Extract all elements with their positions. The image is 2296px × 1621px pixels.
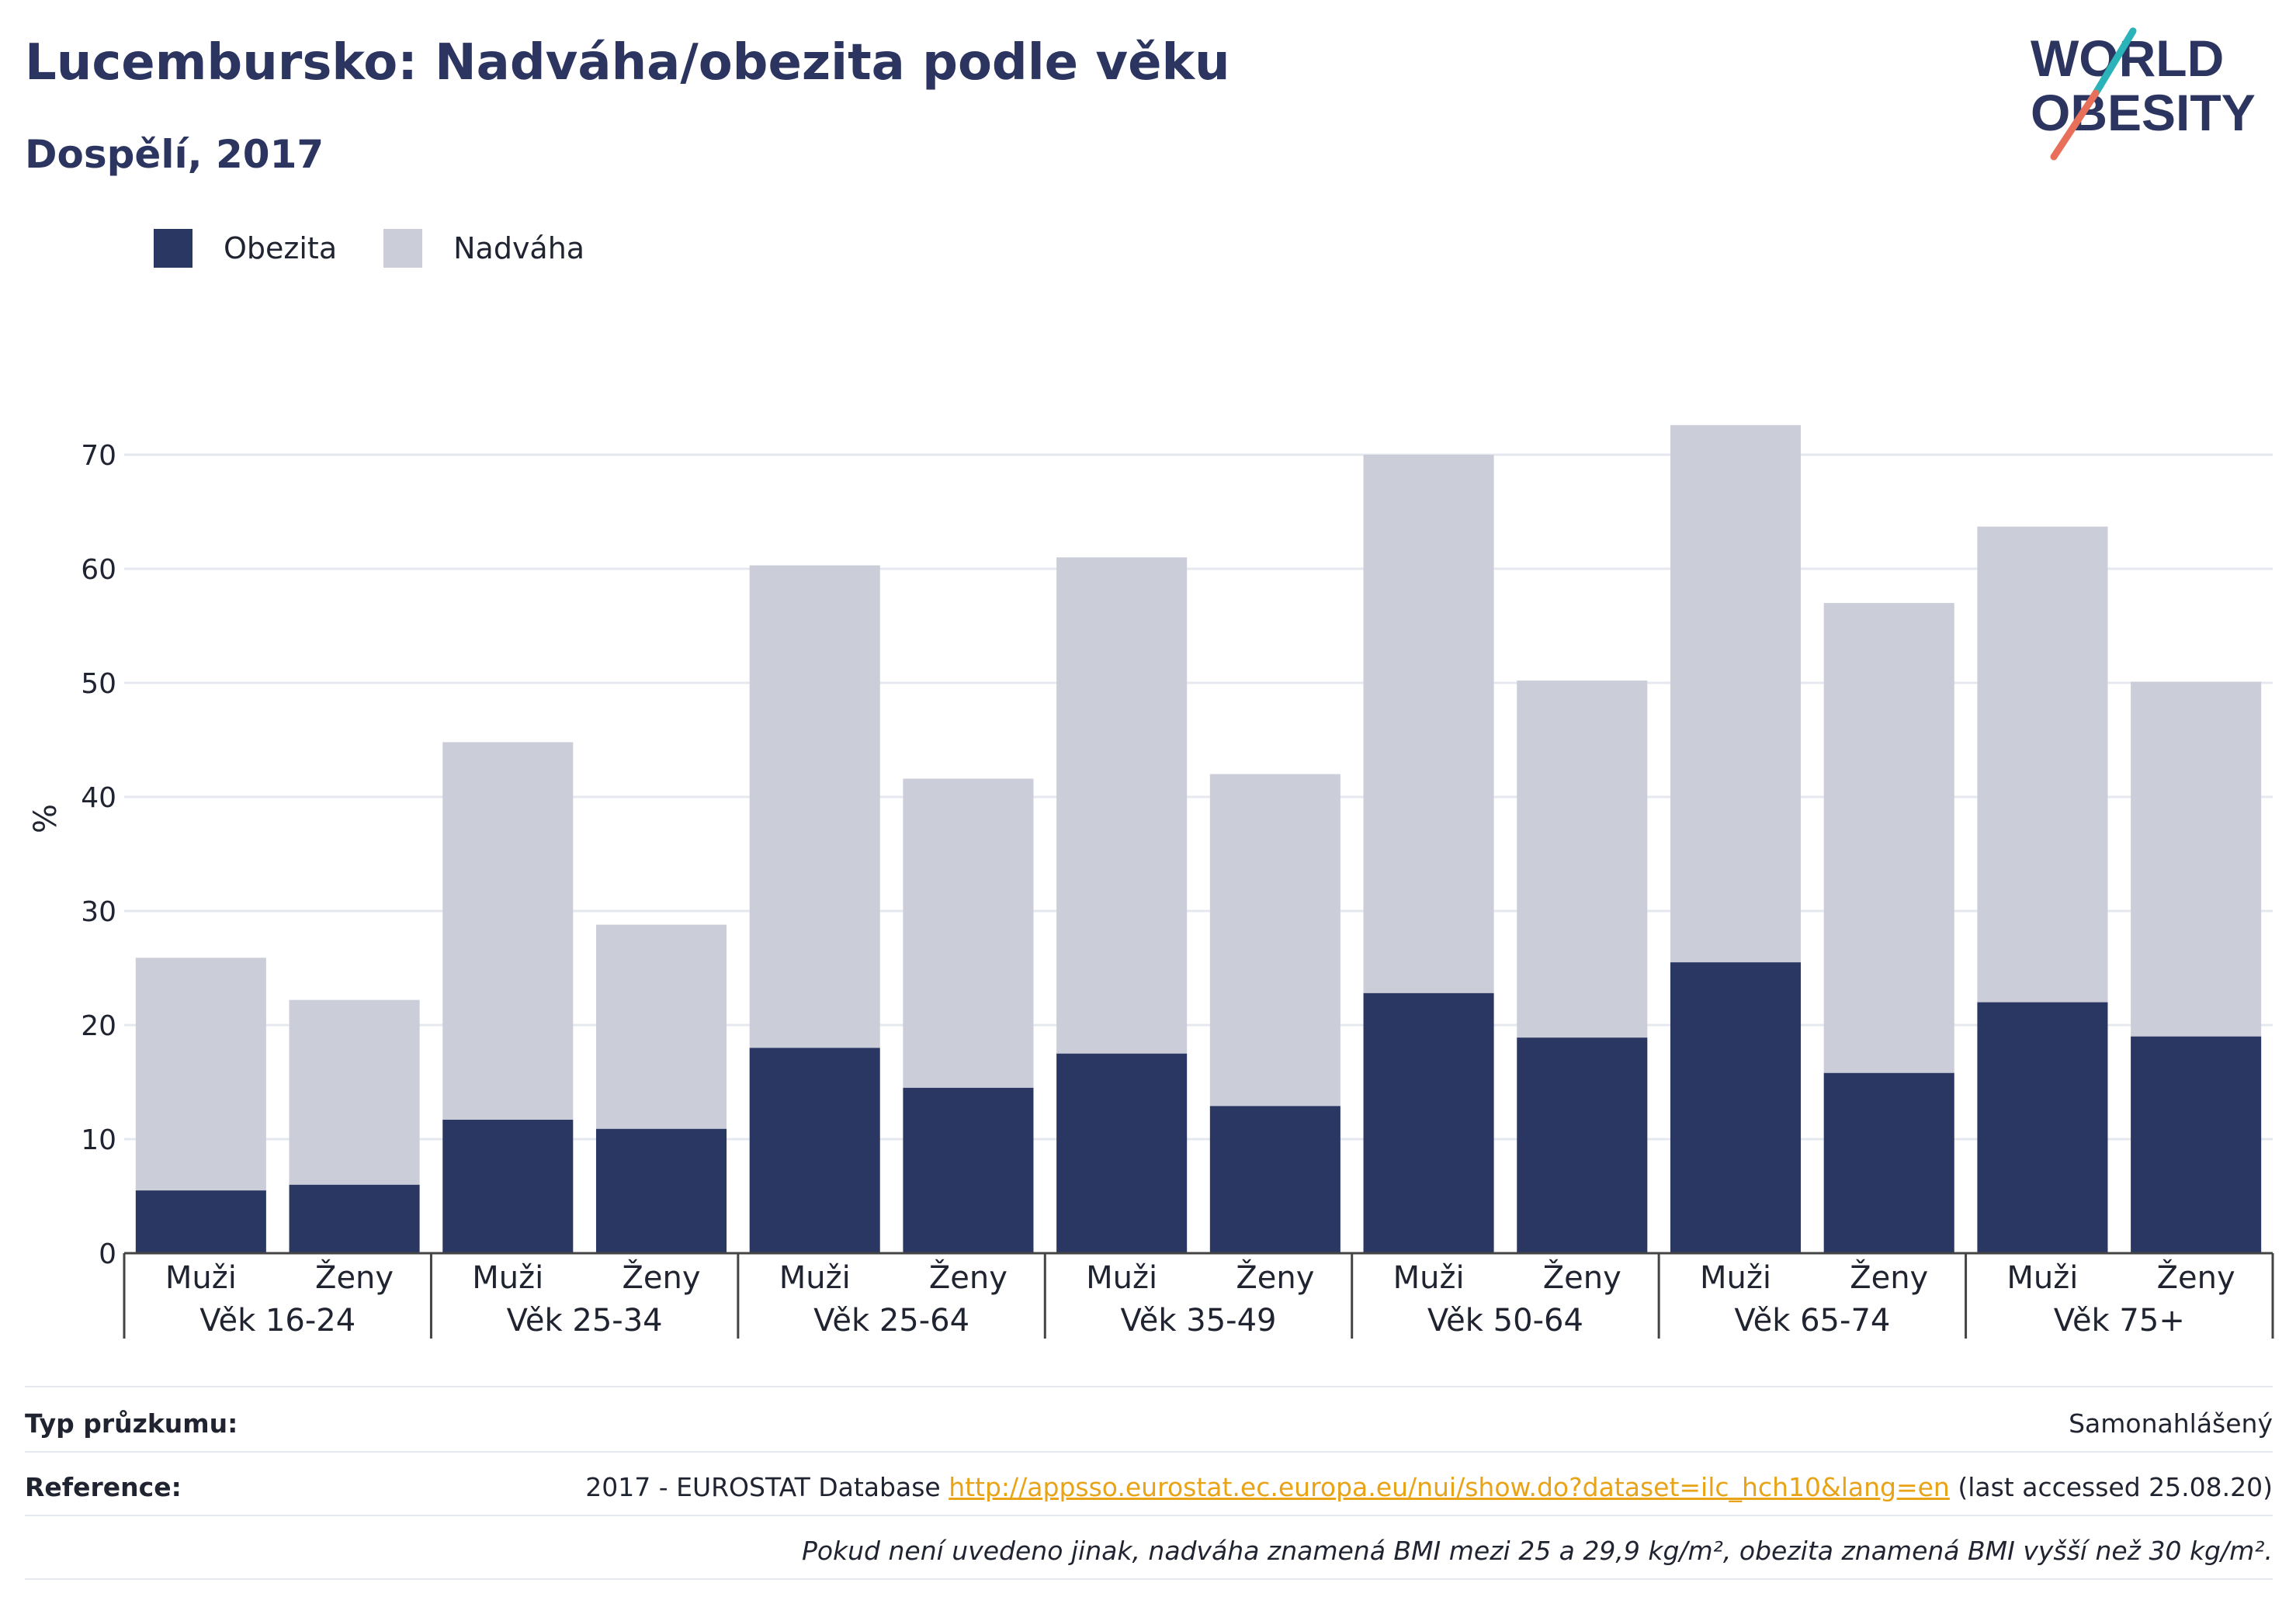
bar-obesity [1056,1053,1188,1253]
x-group-label: Věk 35-49 [1121,1303,1277,1339]
x-group-label: Věk 65-74 [1734,1303,1890,1339]
y-tick-label: 40 [81,782,116,814]
x-tick-label-sex: Ženy [622,1259,700,1296]
bar-obesity [442,1120,574,1253]
bar-overweight [135,958,266,1191]
bar-overweight [1670,424,1802,963]
x-tick-label-sex: Ženy [1236,1259,1314,1296]
x-tick-label-sex: Muži [1700,1260,1771,1296]
x-group-label: Věk 25-34 [507,1303,663,1339]
y-tick-label: 60 [81,554,116,586]
footer-divider-top [25,1386,2273,1387]
bar-obesity [903,1087,1034,1253]
legend-label-overweight: Nadváha [453,231,585,265]
bar-overweight [289,999,420,1185]
x-group-label: Věk 25-64 [813,1303,969,1339]
x-group-label: Věk 75+ [2054,1303,2185,1339]
bar-overweight [1977,526,2108,1003]
legend-swatch-overweight [383,229,423,268]
x-group-label: Věk 50-64 [1427,1303,1583,1339]
bar-overweight [1517,681,1648,1038]
reference-value: 2017 - EUROSTAT Database http://appsso.e… [585,1472,2273,1502]
footer-divider-2 [25,1515,2273,1516]
legend-label-obesity: Obezita [224,231,338,265]
bar-overweight [442,742,574,1120]
footer-row-survey: Typ průzkumu: Samonahlášený [25,1392,2273,1454]
footer-divider-1 [25,1451,2273,1453]
bar-obesity [2131,1036,2262,1253]
bar-overweight [1209,774,1340,1107]
x-tick-label-sex: Muži [779,1260,851,1296]
y-axis-label: % [28,804,64,833]
bar-obesity [1517,1037,1648,1253]
definition-note: Pokud není uvedeno jinak, nadváha znamen… [801,1535,2273,1566]
bar-overweight [595,924,727,1129]
legend-item-overweight: Nadváha [383,229,584,268]
bar-overweight [749,565,880,1048]
footer-row-note: Pokud není uvedeno jinak, nadváha znamen… [25,1519,2273,1581]
bar-obesity [1670,962,1802,1253]
x-tick-label-sex: Muži [1086,1260,1157,1296]
x-tick-label-sex: Muži [165,1260,237,1296]
bar-obesity [289,1184,420,1253]
bar-obesity [749,1048,880,1253]
survey-type-label: Typ průzkumu: [25,1408,238,1439]
bar-obesity [1363,992,1494,1253]
reference-label: Reference: [25,1471,182,1502]
footer-row-reference: Reference: 2017 - EUROSTAT Database http… [25,1456,2273,1518]
x-tick-label-sex: Ženy [315,1259,394,1296]
legend-swatch-obesity [154,229,192,268]
y-tick-label: 50 [81,668,116,700]
stacked-bar-chart: 0 10 20 30 40 50 60 70% Muži Ženy Muži Ženy Muži Ženy… [28,424,2274,1339]
x-group-label: Věk 16-24 [199,1303,355,1339]
bar-obesity [595,1128,727,1253]
world-obesity-logo: WORLD OBESITY [2031,27,2256,161]
x-tick-label-sex: Muži [2006,1260,2078,1296]
y-tick-label: 30 [81,896,116,928]
bar-overweight [1823,603,1954,1073]
x-tick-label-sex: Ženy [929,1259,1008,1296]
chart-legend: Obezita Nadváha [154,229,631,268]
reference-prefix: 2017 - EUROSTAT Database [585,1471,949,1502]
y-tick-label: 20 [81,1010,116,1042]
bar-obesity [1977,1002,2108,1253]
reference-suffix: (last accessed 25.08.20) [1949,1471,2273,1502]
legend-item-obesity: Obezita [154,229,337,268]
survey-type-value: Samonahlášený [2069,1408,2273,1439]
y-tick-label: 70 [81,440,116,472]
x-tick-label-sex: Ženy [2157,1259,2235,1296]
bar-obesity [1823,1072,1954,1253]
reference-link[interactable]: http://appsso.eurostat.ec.europa.eu/nui/… [949,1471,1950,1502]
footer-divider-bottom [25,1578,2273,1580]
bar-overweight [903,778,1034,1088]
x-tick-label-sex: Muži [472,1260,543,1296]
bar-obesity [1209,1106,1340,1253]
bar-overweight [2131,681,2262,1037]
x-tick-label-sex: Muži [1393,1260,1465,1296]
chart-subtitle: Dospělí, 2017 [25,132,324,177]
bar-overweight [1056,557,1188,1054]
x-tick-label-sex: Ženy [1850,1259,1928,1296]
bar-overweight [1363,455,1494,993]
logo-slash-top [2092,27,2137,97]
y-tick-label: 0 [99,1238,116,1270]
bar-obesity [135,1190,266,1253]
y-tick-label: 10 [81,1124,116,1156]
logo-slash-bottom [2050,89,2100,161]
x-tick-label-sex: Ženy [1543,1259,1621,1296]
chart-title: Lucembursko: Nadváha/obezita podle věku [25,34,1230,92]
